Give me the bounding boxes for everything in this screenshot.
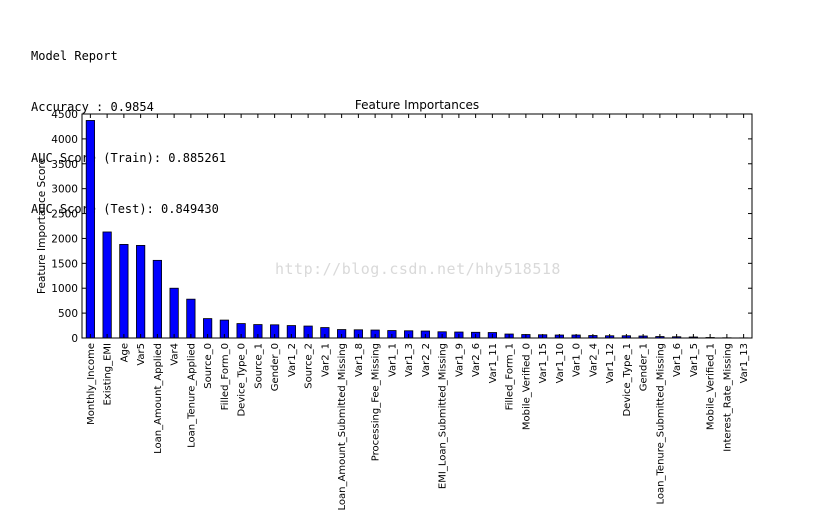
x-tick-label: Loan_Tenure_Applied xyxy=(186,343,197,448)
x-tick-label: Var1_0 xyxy=(572,343,583,377)
bar-existing-emi xyxy=(102,231,112,339)
plot-frame xyxy=(81,113,753,339)
x-tick-label: Filled_Form_0 xyxy=(220,343,231,410)
x-tick-label: Var1_10 xyxy=(555,343,566,383)
watermark-text: http://blog.csdn.net/hhy518518 xyxy=(275,260,561,278)
x-tick-label: Source_1 xyxy=(253,343,264,389)
y-axis-label: Feature Importance Score xyxy=(36,158,48,294)
x-tick-label: Var1_11 xyxy=(488,343,499,383)
x-tick-label: Var2_1 xyxy=(320,343,331,377)
y-tick-label: 0 xyxy=(71,333,78,345)
y-tick-label: 4500 xyxy=(51,109,78,121)
y-tick-label: 1500 xyxy=(51,258,78,270)
x-tick-label: Loan_Amount_Applied xyxy=(153,343,164,454)
y-tick-label: 3000 xyxy=(51,184,78,196)
y-tick-label: 3500 xyxy=(51,159,78,171)
x-tick-label: Var1_8 xyxy=(354,343,365,377)
bar-age xyxy=(119,244,129,339)
x-tick-label: Processing_Fee_Missing xyxy=(371,343,382,461)
report-accuracy: Accuracy : 0.9854 xyxy=(31,100,154,114)
x-tick-label: Interest_Rate_Missing xyxy=(722,343,733,452)
bar-loan-tenure-applied xyxy=(186,298,196,339)
x-tick-label: Source_2 xyxy=(304,343,315,389)
x-tick-label: Gender_0 xyxy=(270,343,281,391)
x-tick-label: Loan_Tenure_Submitted_Missing xyxy=(655,343,666,504)
x-tick-label: Source_0 xyxy=(203,343,214,389)
y-tick-label: 2000 xyxy=(51,233,78,245)
x-tick-label: Var1_9 xyxy=(454,343,465,377)
x-tick-label: EMI_Loan_Submitted_Missing xyxy=(438,343,449,489)
y-tick-label: 500 xyxy=(58,308,78,320)
y-tick-label: 1000 xyxy=(51,283,78,295)
x-tick-label: Var1_13 xyxy=(739,343,750,383)
x-tick-label: Var2_4 xyxy=(588,343,599,377)
x-tick-label: Existing_EMI xyxy=(103,343,114,406)
x-tick-label: Var1_15 xyxy=(538,343,549,383)
x-tick-label: Var2_6 xyxy=(471,343,482,377)
x-tick-label: Var1_12 xyxy=(605,343,616,383)
x-tick-label: Var4 xyxy=(170,343,181,366)
bar-loan-amount-applied xyxy=(152,259,162,339)
x-tick-label: Monthly_Income xyxy=(86,343,97,425)
y-tick-label: 4000 xyxy=(51,134,78,146)
report-title: Model Report xyxy=(31,49,118,63)
bar-var5 xyxy=(136,245,146,339)
chart-title: Feature Importances xyxy=(355,98,479,112)
bar-monthly-income xyxy=(85,120,95,339)
x-tick-label: Filled_Form_1 xyxy=(505,343,516,410)
x-tick-label: Var5 xyxy=(136,343,147,366)
bar-var4 xyxy=(169,287,179,339)
x-tick-label: Var1_5 xyxy=(689,343,700,377)
x-tick-label: Age xyxy=(119,343,130,362)
x-tick-label: Var1_2 xyxy=(287,343,298,377)
x-tick-label: Loan_Amount_Submitted_Missing xyxy=(337,343,348,510)
x-tick-label: Var1_3 xyxy=(404,343,415,377)
x-tick-label: Mobile_Verified_0 xyxy=(521,343,532,430)
x-tick-label: Gender_1 xyxy=(639,343,650,391)
x-tick-label: Mobile_Verified_1 xyxy=(706,343,717,430)
x-tick-label: Var2_2 xyxy=(421,343,432,377)
x-tick-label: Device_Type_0 xyxy=(237,343,248,417)
x-tick-label: Var1_6 xyxy=(672,343,683,377)
x-tick-label: Device_Type_1 xyxy=(622,343,633,417)
y-tick-label: 2500 xyxy=(51,209,78,221)
x-tick-label: Var1_1 xyxy=(387,343,398,377)
